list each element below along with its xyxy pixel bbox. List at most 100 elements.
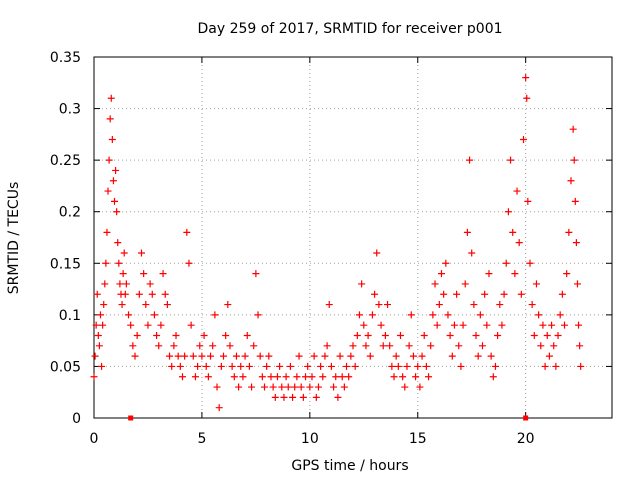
data-point	[431, 280, 439, 288]
data-point	[289, 393, 297, 401]
data-point	[523, 94, 531, 102]
chart-title: Day 259 of 2017, SRMTID for receiver p00…	[197, 21, 502, 37]
data-point	[362, 342, 370, 350]
data-point	[161, 290, 169, 298]
data-point	[396, 331, 404, 339]
data-point	[496, 301, 504, 309]
data-point	[284, 383, 292, 391]
data-point	[453, 290, 461, 298]
data-point	[133, 331, 141, 339]
data-point	[114, 239, 122, 247]
data-point	[150, 311, 158, 319]
data-point	[384, 301, 392, 309]
data-point	[261, 383, 269, 391]
data-point	[353, 331, 361, 339]
data-point	[552, 362, 560, 370]
data-point	[256, 352, 264, 360]
data-point	[399, 373, 407, 381]
data-point	[327, 362, 335, 370]
data-point	[112, 166, 120, 174]
data-point	[200, 331, 208, 339]
data-point	[491, 362, 499, 370]
data-point	[323, 342, 331, 350]
data-point	[535, 311, 543, 319]
data-point	[178, 373, 186, 381]
data-point	[99, 321, 107, 329]
data-point	[263, 362, 271, 370]
data-point	[314, 383, 322, 391]
data-point	[420, 331, 428, 339]
data-point	[222, 331, 230, 339]
plot-area-frame	[93, 56, 613, 419]
data-point	[455, 342, 463, 350]
data-point	[517, 290, 525, 298]
data-point	[513, 187, 521, 195]
data-point	[109, 177, 117, 185]
data-point	[321, 352, 329, 360]
data-point	[282, 373, 290, 381]
data-point	[498, 321, 506, 329]
data-point	[440, 290, 448, 298]
data-point	[435, 301, 443, 309]
data-point	[317, 362, 325, 370]
data-point	[520, 136, 528, 144]
data-point	[163, 301, 171, 309]
data-point	[209, 342, 217, 350]
data-point	[373, 249, 381, 257]
data-point	[310, 352, 318, 360]
data-point	[319, 373, 327, 381]
data-point	[470, 301, 478, 309]
data-point	[522, 74, 530, 82]
data-point	[202, 362, 210, 370]
data-point	[127, 321, 135, 329]
data-point	[235, 383, 243, 391]
data-point	[388, 362, 396, 370]
data-point	[142, 301, 150, 309]
data-point	[108, 136, 116, 144]
data-point	[347, 352, 355, 360]
y-axis-label: SRMTID / TECUs	[6, 182, 22, 295]
data-point	[237, 362, 245, 370]
data-point	[565, 228, 573, 236]
data-point	[295, 352, 303, 360]
data-point	[489, 373, 497, 381]
data-point	[466, 156, 474, 164]
data-point	[183, 228, 191, 236]
data-point	[135, 290, 143, 298]
data-point	[558, 290, 566, 298]
data-point	[461, 280, 469, 288]
data-point	[159, 270, 167, 278]
x-tick-label: 10	[301, 431, 319, 447]
data-point	[504, 208, 512, 216]
data-point	[561, 321, 569, 329]
data-point	[312, 393, 320, 401]
data-point	[215, 404, 223, 412]
data-point	[111, 197, 119, 205]
data-point	[392, 352, 400, 360]
data-point	[224, 301, 232, 309]
data-point	[386, 342, 394, 350]
data-point	[258, 373, 266, 381]
data-point	[474, 352, 482, 360]
data-point	[299, 393, 307, 401]
data-point	[481, 290, 489, 298]
data-point	[293, 373, 301, 381]
data-point	[422, 362, 430, 370]
data-point	[228, 362, 236, 370]
data-point	[556, 311, 564, 319]
data-point	[532, 280, 540, 288]
data-point	[530, 331, 538, 339]
data-point	[409, 352, 417, 360]
x-tick-label: 15	[409, 431, 427, 447]
data-point	[336, 352, 344, 360]
data-point	[230, 373, 238, 381]
data-point	[407, 311, 415, 319]
data-point	[476, 311, 484, 319]
data-point	[276, 362, 284, 370]
data-point	[375, 301, 383, 309]
data-point	[291, 383, 299, 391]
data-point	[116, 280, 124, 288]
data-point	[463, 228, 471, 236]
data-point	[487, 352, 495, 360]
data-point	[140, 270, 148, 278]
